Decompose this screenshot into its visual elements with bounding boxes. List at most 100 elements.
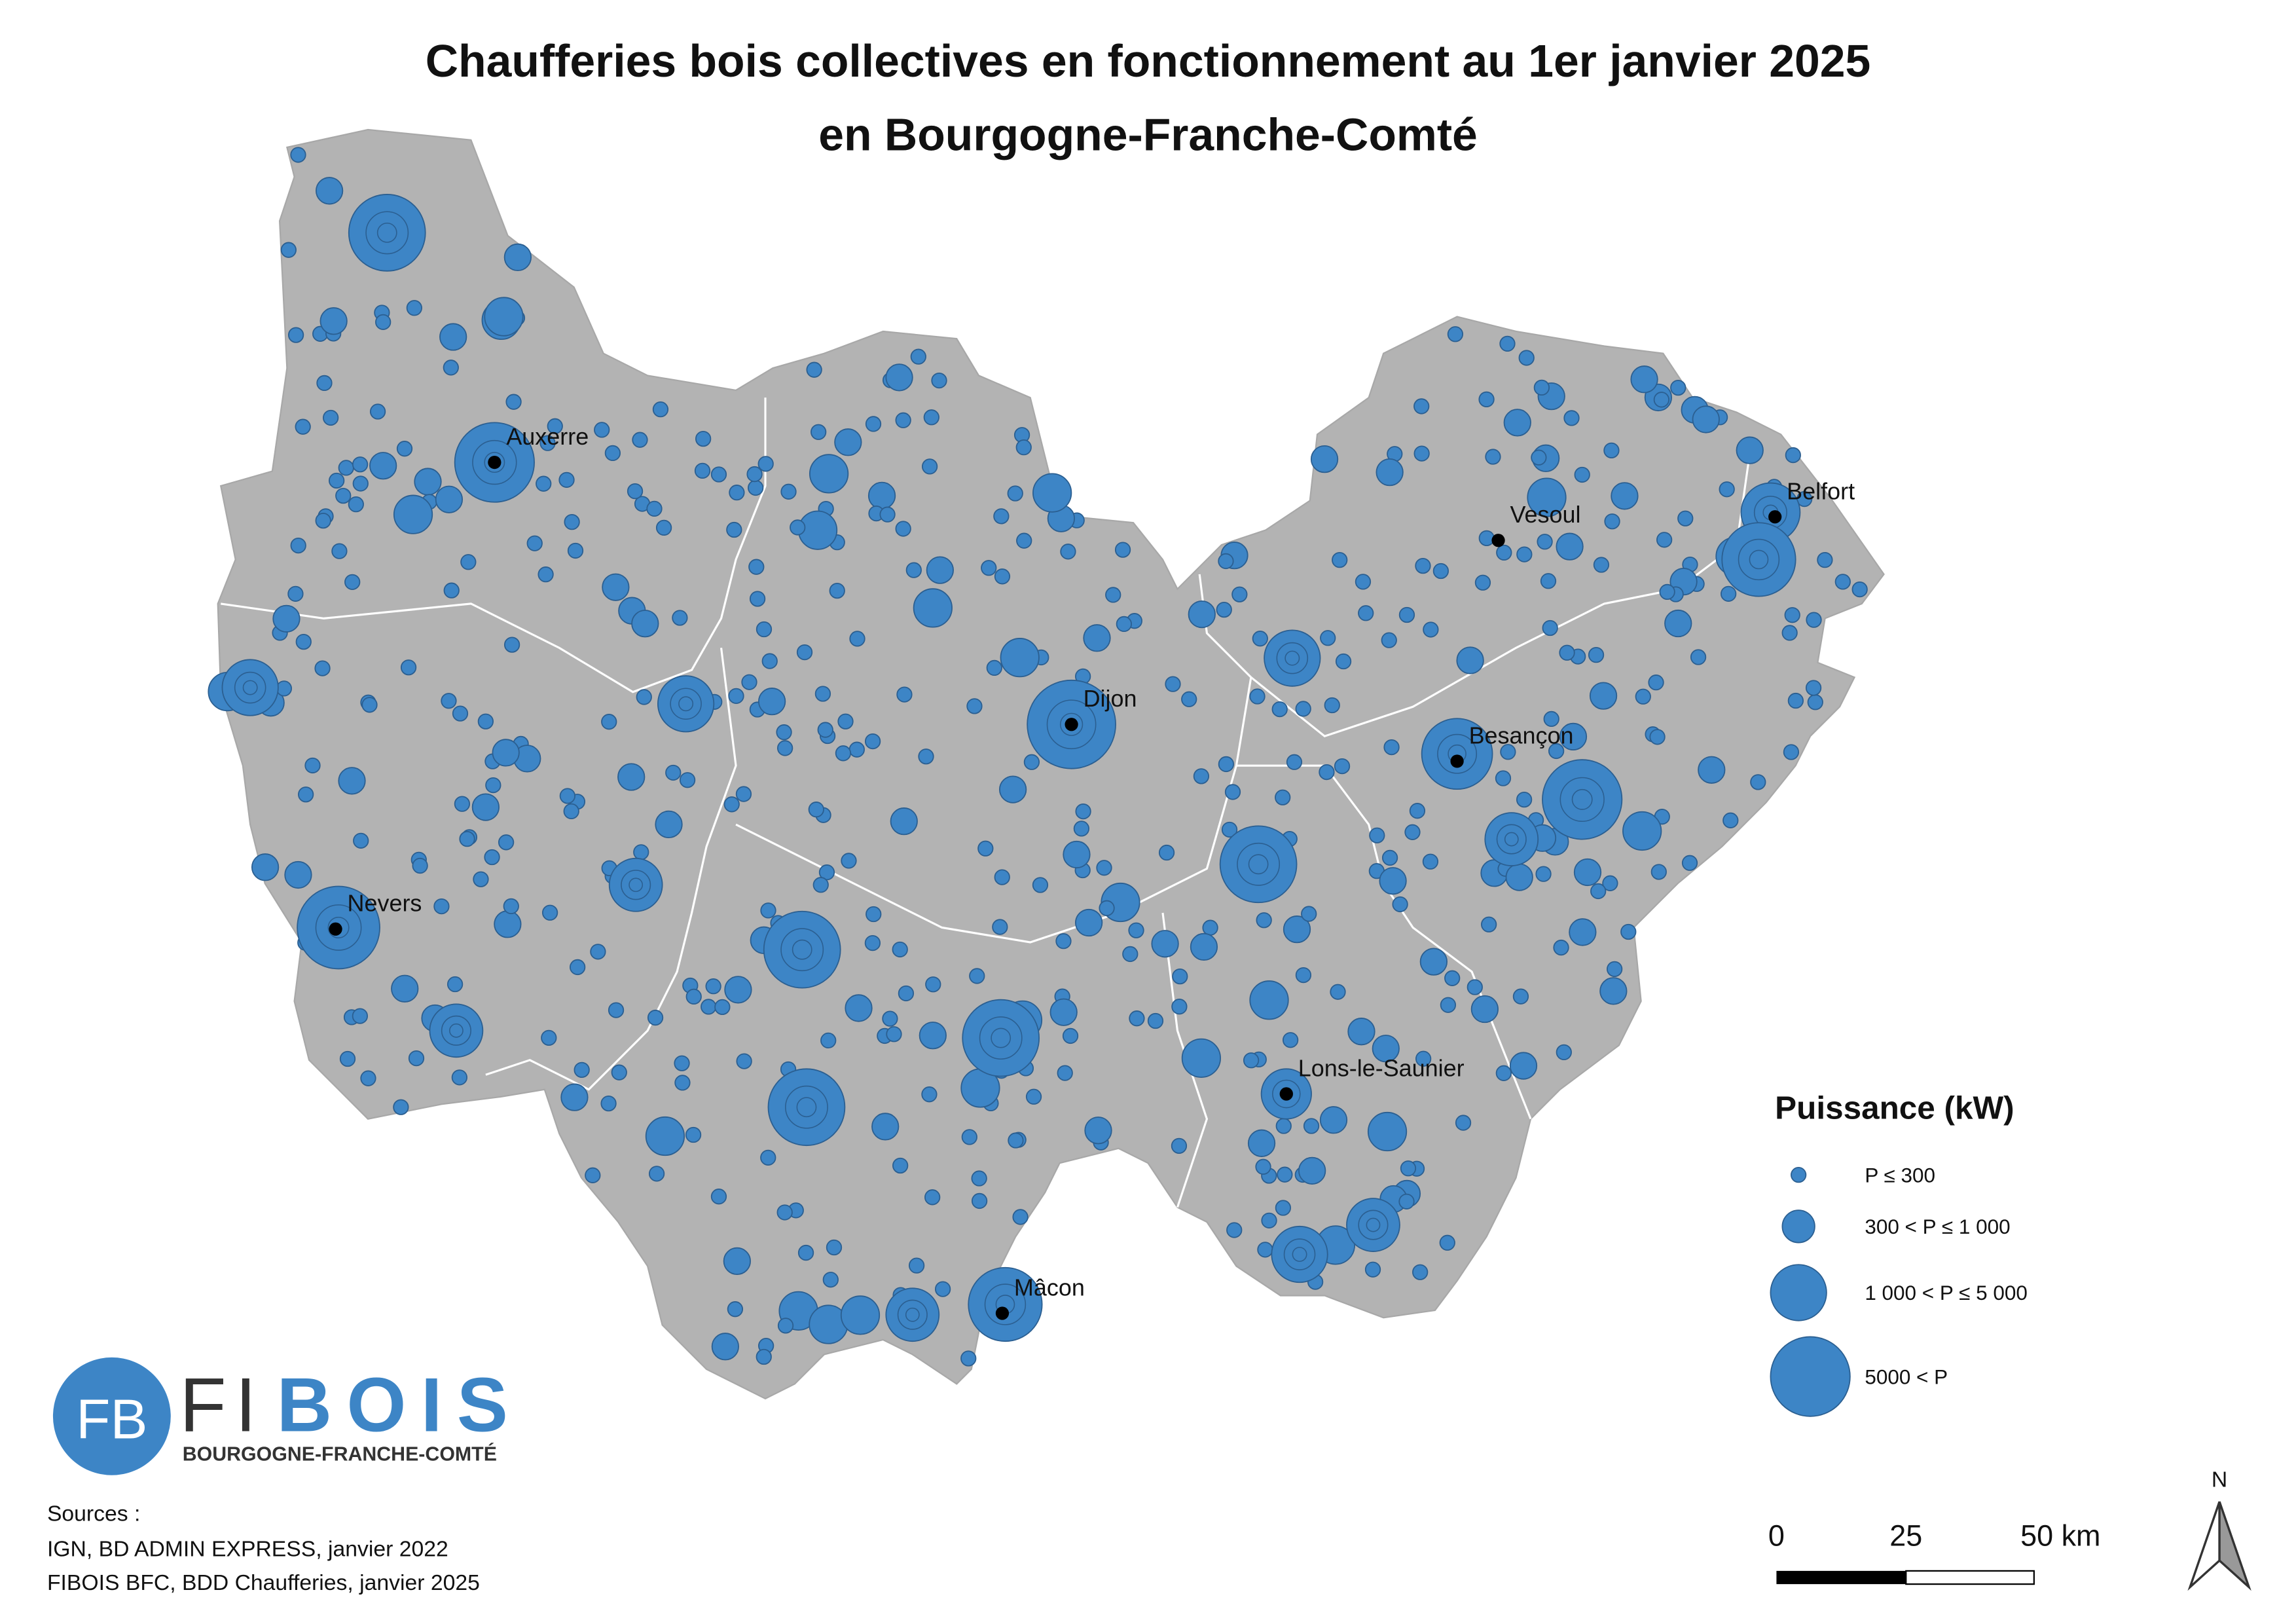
installation (443, 582, 460, 599)
installation (1509, 1052, 1538, 1080)
installation (1563, 410, 1580, 426)
installation (1063, 840, 1091, 869)
installation (280, 242, 297, 258)
installation (400, 659, 417, 676)
installation (538, 566, 554, 583)
installation (1283, 915, 1311, 944)
installation-ring (472, 439, 517, 485)
installation (1364, 1261, 1381, 1278)
installation (1543, 710, 1559, 728)
installation (1243, 1052, 1260, 1069)
installation (1049, 998, 1078, 1026)
installation (921, 1086, 938, 1103)
installation (1247, 1129, 1276, 1157)
city-label: Besançon (1469, 722, 1574, 748)
logo-subtitle: BOURGOGNE-FRANCHE-COMTÉ (183, 1443, 497, 1465)
installation (840, 1295, 881, 1335)
installation (1503, 409, 1531, 437)
installation (1190, 932, 1218, 961)
installation (895, 521, 911, 537)
city-label: Belfort (1787, 477, 1855, 504)
installation (1007, 485, 1023, 502)
installation-ring (629, 877, 644, 893)
installation-ring (1046, 699, 1097, 750)
installation (760, 902, 776, 919)
installation (908, 1257, 925, 1274)
installation (898, 985, 915, 1002)
installation (1419, 948, 1448, 976)
installation (1055, 933, 1072, 950)
installation (1367, 1111, 1408, 1152)
installation (1664, 609, 1692, 638)
installation (694, 462, 711, 479)
installation-ring (242, 680, 258, 695)
installation (446, 976, 464, 993)
installation (723, 796, 740, 813)
installation (1122, 946, 1139, 963)
installation (931, 372, 947, 389)
installation (1533, 379, 1550, 396)
installation (776, 1204, 793, 1221)
installation (1252, 631, 1268, 647)
installation (845, 994, 873, 1022)
installation-ring (234, 671, 266, 704)
installation-ring (327, 916, 350, 938)
installation (1249, 688, 1266, 705)
installation (968, 1266, 1043, 1342)
installation (822, 1272, 839, 1288)
installation-ring (897, 1299, 928, 1330)
installation (1456, 646, 1484, 674)
installation (541, 904, 558, 921)
installation (1620, 923, 1637, 940)
installation (1257, 1242, 1273, 1258)
installation (905, 562, 922, 578)
installation (1781, 625, 1798, 641)
installation (631, 610, 659, 638)
installation (335, 487, 352, 504)
installation (295, 418, 311, 435)
installation (767, 1068, 846, 1147)
installation (655, 519, 672, 536)
installation (1016, 532, 1032, 549)
installation (796, 644, 813, 661)
installation (885, 363, 913, 392)
installation (1512, 988, 1529, 1005)
city-label: Nevers (348, 890, 422, 917)
installation (962, 999, 1040, 1077)
installation (1677, 510, 1694, 526)
installation (251, 853, 280, 881)
installation (1653, 392, 1669, 408)
installation-ring (441, 1015, 471, 1046)
installation (729, 485, 745, 501)
city-point (1065, 718, 1078, 731)
installation (736, 1053, 752, 1069)
installation (633, 844, 649, 860)
installation (484, 849, 500, 866)
city-point (1450, 754, 1464, 768)
installation (1518, 350, 1535, 366)
installation (484, 297, 524, 337)
installation (879, 506, 896, 523)
installation (892, 1157, 909, 1174)
installation-ring (1366, 1217, 1381, 1232)
north-arrow: N (2187, 1467, 2251, 1591)
installation (648, 1166, 665, 1182)
installation (1607, 961, 1623, 978)
installation-ring (449, 1023, 464, 1038)
installation (1181, 691, 1197, 707)
legend-symbol (1770, 1336, 1851, 1417)
installation (1264, 629, 1321, 687)
installation (710, 466, 727, 483)
installation (1622, 811, 1662, 851)
installation (849, 631, 866, 647)
installation (646, 500, 663, 517)
installation (435, 485, 464, 513)
installation (806, 361, 822, 378)
installation (1286, 754, 1303, 770)
installation (352, 456, 369, 473)
installation (1670, 379, 1686, 396)
installation (1032, 877, 1049, 893)
installation (728, 688, 744, 704)
installation (808, 802, 824, 818)
installation (647, 1009, 664, 1026)
